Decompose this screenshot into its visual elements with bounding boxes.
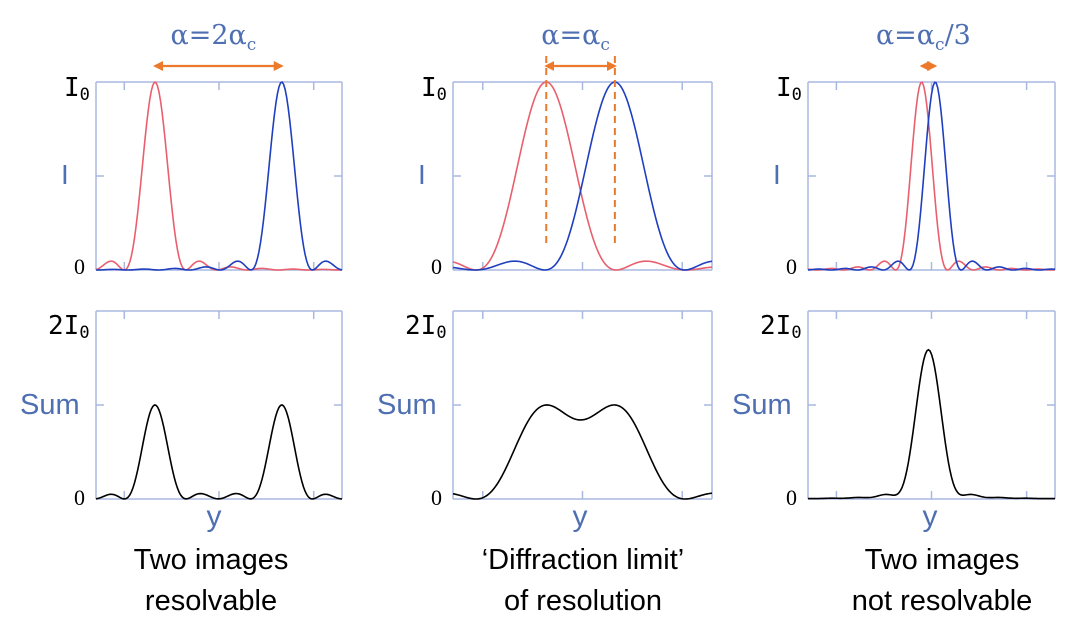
y-zero-label: 0 bbox=[431, 254, 442, 279]
y-zero-label: 0 bbox=[786, 485, 797, 510]
red-diffraction-curve bbox=[452, 81, 713, 271]
caption-line-1: Two images bbox=[864, 544, 1020, 576]
caption-line-2: of resolution bbox=[504, 585, 662, 617]
y-max-label: I0 bbox=[421, 73, 447, 105]
y-zero-label: 0 bbox=[74, 254, 85, 279]
caption-line-1: ‘Diffraction limit’ bbox=[481, 544, 685, 576]
y-axis-label: Sum bbox=[732, 389, 792, 421]
caption-diffraction-limit: ‘Diffraction limit’ of resolution bbox=[433, 540, 733, 622]
red-diffraction-curve bbox=[807, 81, 1056, 271]
y-axis-label: I bbox=[61, 159, 69, 190]
y-axis-label: Sum bbox=[377, 389, 437, 421]
caption-line-1: Two images bbox=[133, 544, 289, 576]
blue-diffraction-curve bbox=[452, 81, 713, 271]
separation-indicator: α=αc/3 bbox=[876, 20, 971, 71]
red-diffraction-curve bbox=[95, 81, 343, 271]
sum-curve bbox=[807, 348, 1056, 500]
sum-plot-1: 2I0 Sum 0 y bbox=[20, 310, 343, 533]
sum-plot-2: 2I0 Sum 0 y bbox=[377, 310, 713, 533]
y-zero-label: 0 bbox=[786, 254, 797, 279]
caption-resolvable: Two images resolvable bbox=[61, 540, 361, 622]
y-max-label: 2I0 bbox=[48, 311, 90, 343]
separation-indicator: α=2αc bbox=[153, 20, 284, 71]
y-axis-label: I bbox=[773, 159, 781, 190]
y-zero-label: 0 bbox=[74, 485, 85, 510]
x-axis-label: y bbox=[923, 500, 938, 533]
caption-not-resolvable: Two images not resolvable bbox=[792, 540, 1071, 622]
y-max-label: 2I0 bbox=[760, 311, 802, 343]
sum-curve bbox=[95, 404, 343, 500]
separation-label: α=αc/3 bbox=[876, 20, 971, 55]
x-axis-label: y bbox=[207, 500, 222, 533]
caption-line-2: resolvable bbox=[144, 585, 278, 617]
y-max-label: 2I0 bbox=[405, 311, 447, 343]
sum-plot-3: 2I0 Sum 0 y bbox=[732, 310, 1056, 533]
y-max-label: I0 bbox=[776, 73, 802, 105]
y-zero-label: 0 bbox=[431, 485, 442, 510]
sum-curve bbox=[452, 404, 713, 500]
x-axis-label: y bbox=[573, 500, 588, 533]
separation-label: α=αc bbox=[541, 20, 610, 55]
caption-line-2: not resolvable bbox=[851, 585, 1033, 617]
blue-diffraction-curve bbox=[807, 81, 1056, 271]
y-axis-label: Sum bbox=[20, 389, 80, 421]
blue-diffraction-curve bbox=[95, 80, 343, 271]
y-max-label: I0 bbox=[64, 73, 90, 105]
separation-indicator: α=αc bbox=[541, 20, 617, 244]
y-axis-label: I bbox=[418, 159, 426, 190]
separation-label: α=2αc bbox=[170, 20, 256, 55]
